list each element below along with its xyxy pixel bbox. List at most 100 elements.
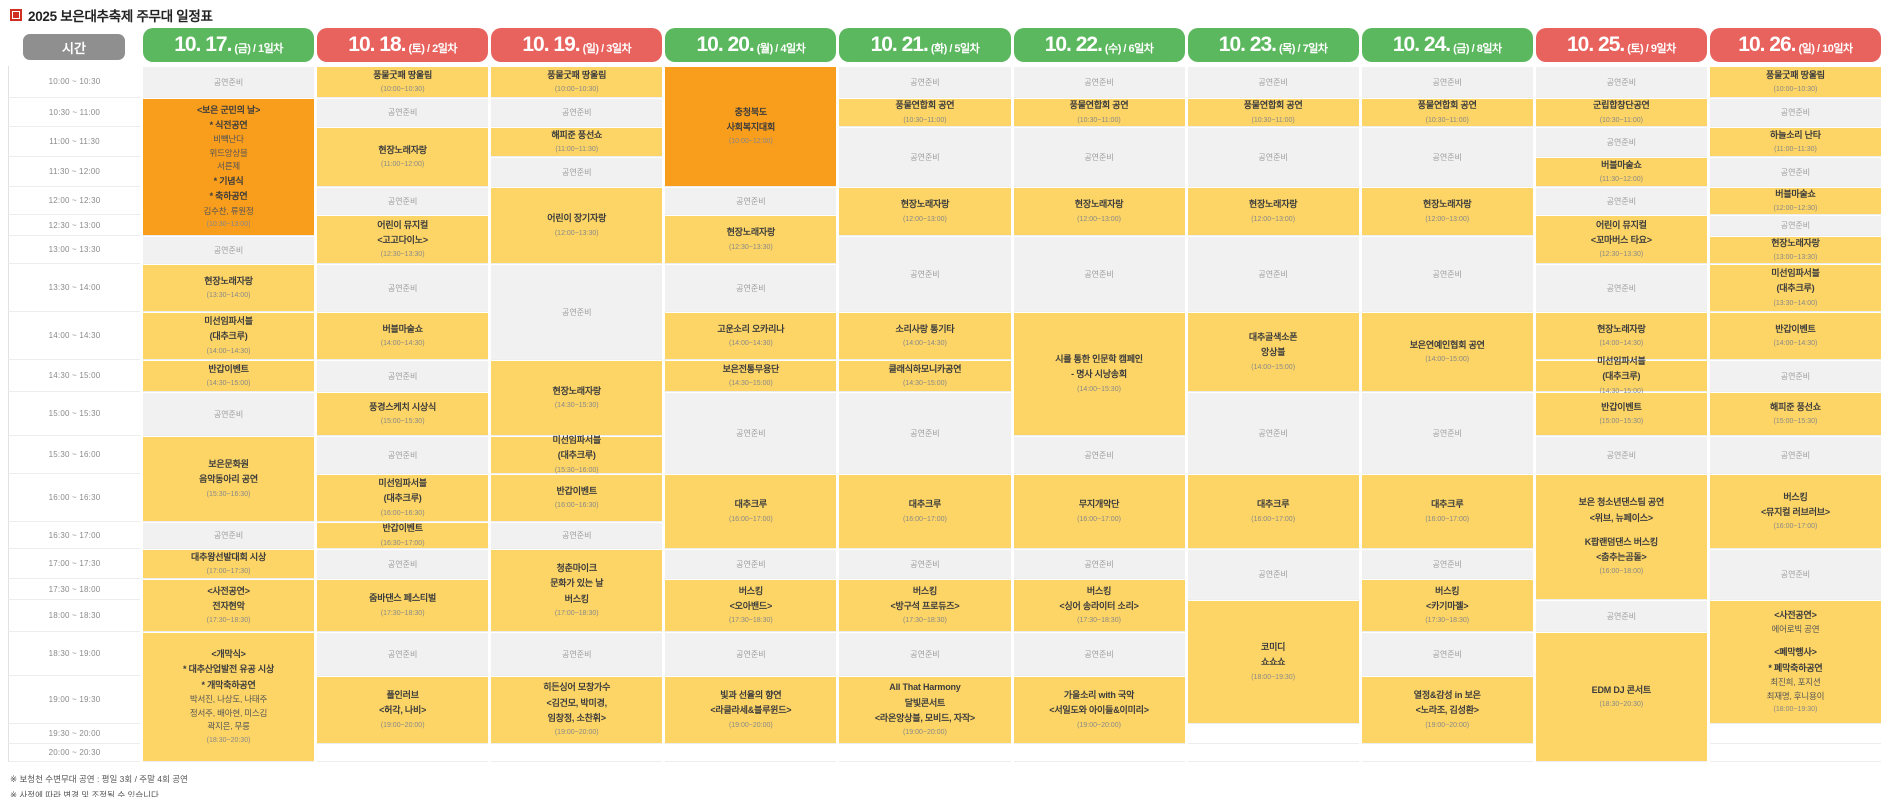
prep-label: 공연준비 bbox=[562, 167, 592, 177]
event-title-line: 충청북도 bbox=[734, 106, 768, 117]
event-title-line: 미선임파서블 bbox=[1597, 356, 1646, 367]
grid-cell bbox=[1361, 436, 1533, 474]
grid-cell bbox=[1535, 127, 1707, 157]
event-cell: 히든싱어 모창가수 <김건모, 박미경, 임창정, 소찬휘> (19:00~20:00… bbox=[491, 677, 663, 743]
prep-cell: 공연준비 bbox=[1013, 128, 1185, 186]
schedule-grid: 시간 10. 17. (금) / 1일차 10. 18. (토) / 2일차 10. 19… bbox=[8, 28, 1881, 762]
event-title-line: 현장노래자랑 bbox=[1597, 323, 1646, 334]
event-cell: 대추크루 (16:00~17:00) bbox=[839, 475, 1011, 548]
day-header-date: 10. 22. bbox=[1044, 33, 1103, 56]
event-time: (17:30~18:30) bbox=[206, 617, 251, 625]
event-time: (12:00~13:00) bbox=[1251, 215, 1296, 223]
event-cell: 풍물연합회 공연 (10:30~11:00) bbox=[839, 99, 1011, 126]
prep-label: 공연준비 bbox=[1258, 570, 1288, 579]
prep-cell: 공연준비 bbox=[1013, 550, 1185, 578]
time-slot-label: 17:00 ~ 17:30 bbox=[8, 549, 140, 579]
prep-label: 공연준비 bbox=[1084, 152, 1114, 162]
event-cell: 반갑이벤트 (16:00~16:30) bbox=[491, 475, 663, 521]
event-time: (16:00~17:00) bbox=[728, 515, 773, 523]
event-cell: 미선임파서블 (대추크루) (14:00~14:30) bbox=[143, 313, 315, 359]
event-time: (19:00~20:00) bbox=[728, 721, 773, 729]
event-time: (15:00~15:30) bbox=[380, 418, 425, 425]
event-title-line: 소리사랑 통기타 bbox=[895, 323, 955, 334]
prep-cell: 공연준비 bbox=[839, 550, 1011, 578]
prep-cell: 공연준비 bbox=[491, 633, 663, 675]
grid-cell bbox=[1709, 392, 1881, 436]
grid-cell bbox=[491, 522, 663, 549]
event-cell: 풍경스케치 시상식 (15:00~15:30) bbox=[317, 393, 489, 435]
event-cell: 보은전통무용단 (14:30~15:00) bbox=[665, 361, 837, 391]
event-time: (19:00~20:00) bbox=[903, 729, 947, 737]
event-title-line: 현장노래자랑 bbox=[1423, 199, 1472, 210]
grid-cell bbox=[665, 236, 837, 264]
event-title-line: 해피준 풍선쇼 bbox=[551, 129, 603, 140]
event-time: (16:00~16:30) bbox=[554, 502, 599, 509]
prep-cell: 공연준비 bbox=[665, 188, 837, 214]
prep-cell: 공연준비 bbox=[1013, 67, 1185, 97]
event-cell: 해피준 풍선쇼 (11:00~11:30) bbox=[491, 128, 663, 156]
grid-cell bbox=[1013, 215, 1185, 236]
prep-cell: 공연준비 bbox=[1361, 237, 1533, 311]
grid-cell bbox=[665, 264, 837, 312]
prep-cell: 공연준비 bbox=[143, 393, 315, 435]
prep-label: 공연준비 bbox=[1780, 167, 1811, 177]
event-title-line: 현장노래자랑 bbox=[552, 385, 602, 396]
event-title-line: (대추크루) bbox=[209, 331, 248, 342]
prep-label: 공연준비 bbox=[562, 649, 592, 659]
event-cell: 클래식하모니카공연 (14:30~15:00) bbox=[839, 361, 1011, 391]
event-title-line: <꼬마버스 타요> bbox=[1590, 234, 1652, 245]
prep-label: 공연준비 bbox=[910, 649, 940, 659]
event-title-line: K팝랜덤댄스 버스킹 bbox=[1584, 536, 1658, 547]
grid-cell bbox=[1187, 215, 1359, 236]
grid-cell bbox=[839, 744, 1011, 762]
prep-cell: 공연준비 bbox=[317, 361, 489, 391]
event-title-line: 사회복지대회 bbox=[726, 121, 776, 132]
grid-cell bbox=[1187, 436, 1359, 474]
time-slot-label: 16:00 ~ 16:30 bbox=[8, 474, 140, 522]
event-title-line: 버블마술쇼 bbox=[1601, 159, 1642, 170]
grid-cell bbox=[839, 66, 1011, 98]
event-time: (13:30~14:00) bbox=[1773, 299, 1818, 307]
event-title-line: 보은 청소년댄스팀 공연 bbox=[1578, 497, 1665, 508]
grid-cell bbox=[491, 474, 663, 522]
grid-cell bbox=[1535, 579, 1707, 600]
time-slot-label: 11:00 ~ 11:30 bbox=[8, 127, 140, 157]
prep-cell: 공연준비 bbox=[1709, 99, 1881, 126]
event-cell: 충청북도 사회복지대회 (10:00~12:00) bbox=[665, 67, 837, 186]
event-title-line: 반갑이벤트 bbox=[1601, 401, 1642, 412]
red-square-icon-inner bbox=[13, 12, 19, 18]
event-cell: 미선임파서블 (대추크루) (15:30~16:00) bbox=[491, 435, 663, 474]
prep-label: 공연준비 bbox=[387, 450, 418, 460]
grid-cell bbox=[491, 600, 663, 632]
event-title-line: 위드앙상블 bbox=[209, 147, 248, 158]
event-title-line: <서일도와 아이들&이미리> bbox=[1049, 705, 1149, 716]
prep-label: 공연준비 bbox=[387, 196, 418, 206]
grid-cell bbox=[1535, 66, 1707, 98]
day-header-suffix: (금) / 1일차 bbox=[234, 42, 283, 55]
event-time: (16:00~17:00) bbox=[903, 515, 947, 523]
event-title-line: 대추크루 bbox=[1256, 499, 1290, 510]
prep-cell: 공연준비 bbox=[1013, 633, 1185, 675]
event-cell: 대추왕선발대회 시상 (17:00~17:30) bbox=[143, 550, 315, 578]
footnote: ※ 보청천 수변무대 공연 : 평일 3회 / 주말 4회 공연 bbox=[10, 774, 188, 784]
grid-cell bbox=[1013, 157, 1185, 187]
grid-cell bbox=[491, 312, 663, 360]
event-cell: 소리사랑 통기타 (14:00~14:30) bbox=[839, 313, 1011, 359]
event-title-line: 미선임파서블 bbox=[552, 435, 602, 446]
time-slot-label: 13:30 ~ 14:00 bbox=[8, 264, 140, 312]
grid-cell bbox=[317, 66, 489, 98]
event-title-line: 대추골색소폰 bbox=[1248, 332, 1298, 343]
time-slot-label: 13:00 ~ 13:30 bbox=[8, 236, 140, 264]
event-title-line: 시를 통한 인문학 캠페인 bbox=[1055, 354, 1143, 365]
grid-cell bbox=[1535, 264, 1707, 312]
grid-cell bbox=[317, 98, 489, 127]
event-time: (12:00~12:30) bbox=[1773, 205, 1818, 212]
time-slot-label: 15:00 ~ 15:30 bbox=[8, 392, 140, 436]
event-title-line: 박서진, 나상도, 나태주 bbox=[189, 693, 268, 704]
time-slot-label: 16:30 ~ 17:00 bbox=[8, 522, 140, 549]
grid-cell bbox=[1361, 600, 1533, 632]
event-time: (10:30~11:00) bbox=[1077, 116, 1121, 124]
event-time: (18:00~19:30) bbox=[1251, 673, 1296, 681]
grid-cell bbox=[665, 724, 837, 744]
event-cell: 현장노래자랑 (12:00~13:00) bbox=[839, 188, 1011, 235]
